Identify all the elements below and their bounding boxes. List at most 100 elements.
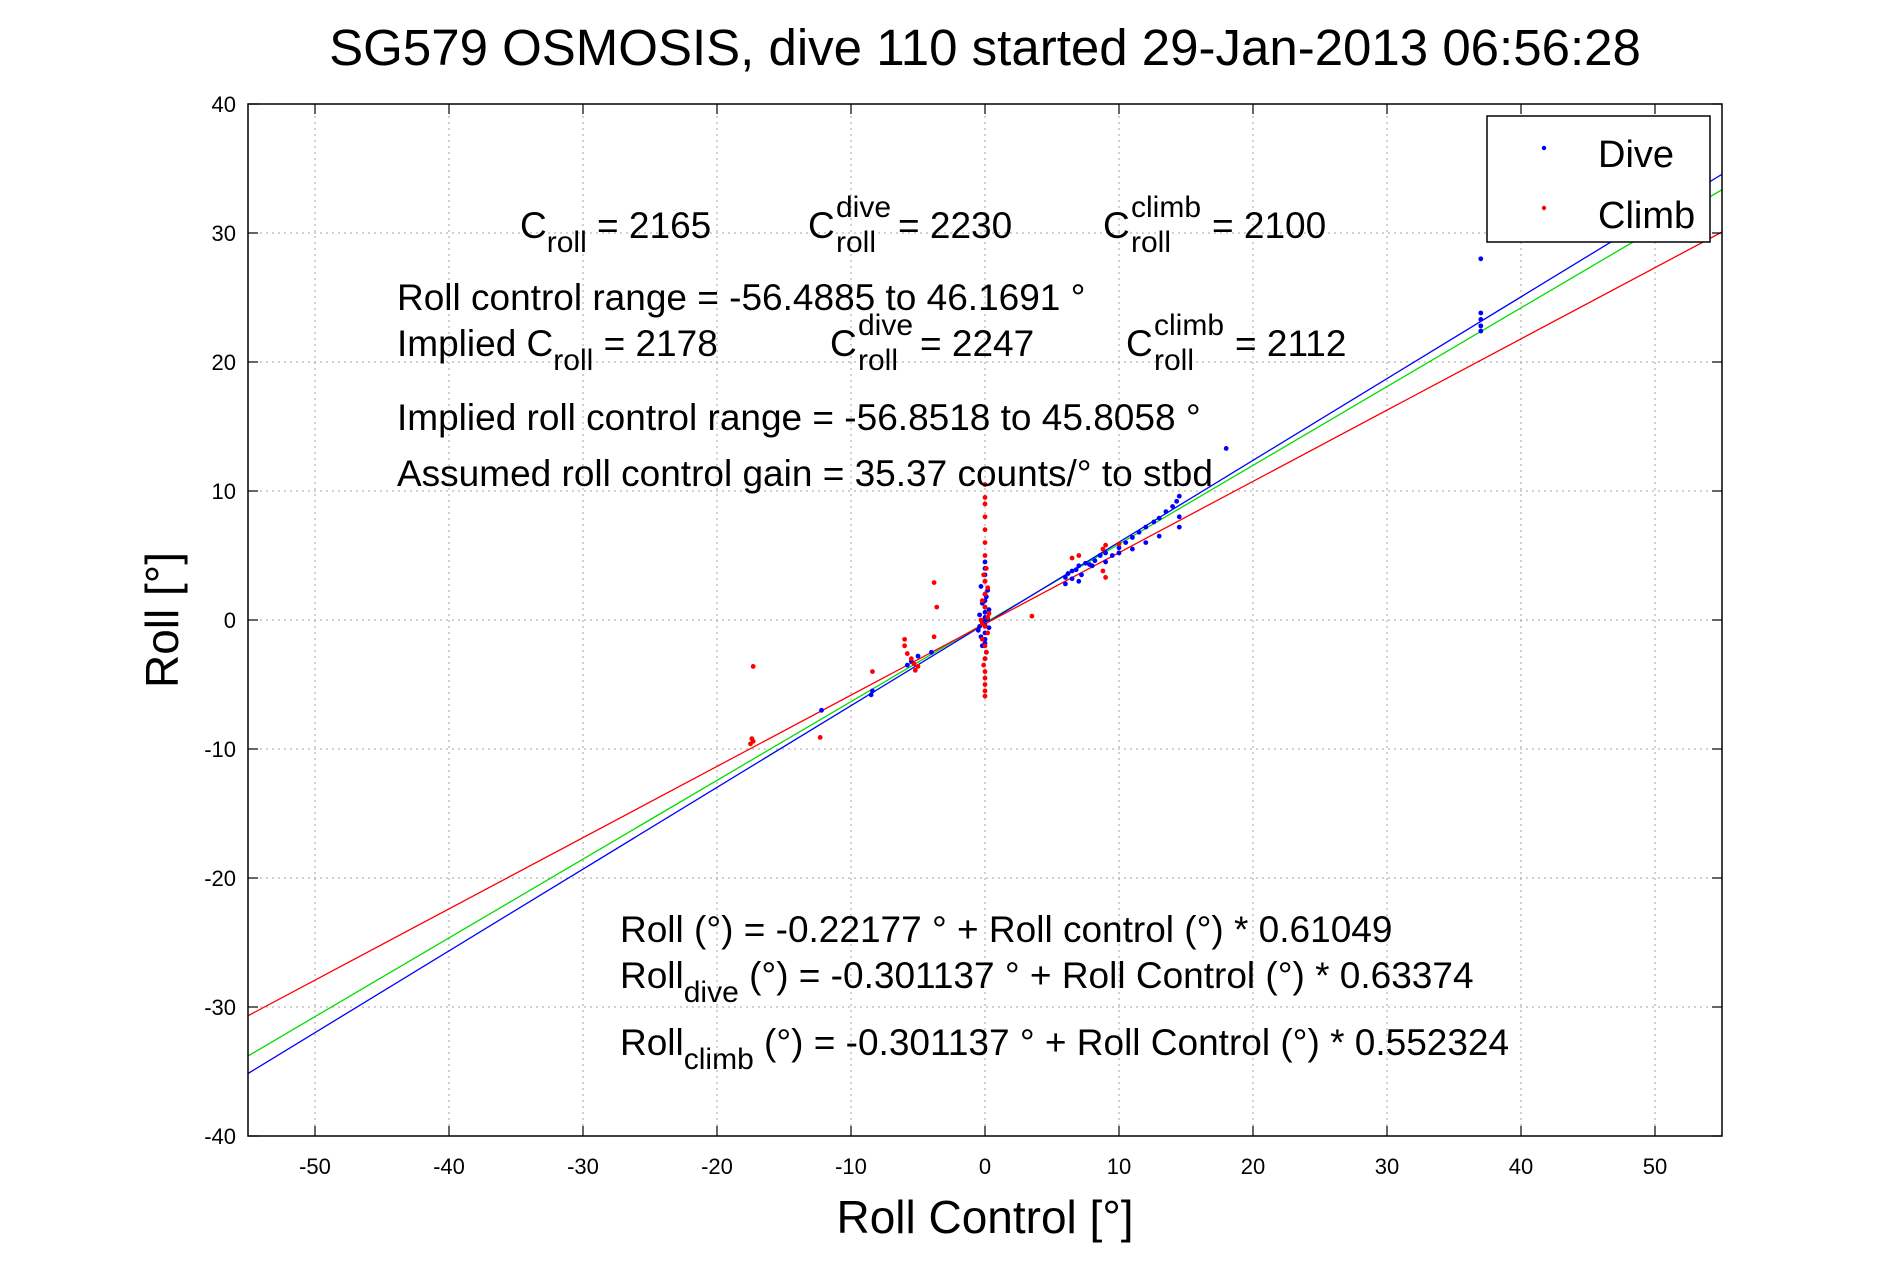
climb-point	[908, 656, 914, 662]
dive-point	[1136, 529, 1142, 535]
climb-point	[982, 643, 988, 649]
dive-point	[977, 612, 983, 618]
implied-range-text: Implied roll control range = -56.8518 to…	[397, 397, 1201, 438]
dive-point	[1143, 540, 1149, 545]
climb-point	[870, 669, 875, 674]
climb-point	[985, 630, 991, 636]
climb-point	[985, 615, 991, 620]
dive-point	[1063, 581, 1068, 587]
dive-point	[1109, 553, 1115, 558]
dive-point	[870, 688, 875, 694]
c-roll-climb-sup: climb	[1131, 191, 1201, 224]
dive-point	[1076, 563, 1082, 569]
x-tick-label: 50	[1643, 1154, 1667, 1179]
c-roll-dive-sub: roll	[836, 226, 876, 259]
dive-point	[1103, 559, 1108, 565]
dive-point	[1130, 546, 1135, 552]
implied-c-roll-annotation: Implied Croll = 2178	[397, 323, 718, 377]
dive-point	[1130, 535, 1135, 540]
implied-c-roll-climb-value: = 2112	[1235, 323, 1346, 364]
y-tick-label: 40	[212, 92, 236, 117]
data-points	[748, 256, 1484, 747]
climb-point	[982, 688, 988, 694]
gain-text: Assumed roll control gain = 35.37 counts…	[397, 453, 1213, 494]
x-axis-label: Roll Control [°]	[836, 1191, 1133, 1243]
dive-point	[1223, 446, 1229, 451]
dive-point	[1063, 575, 1068, 580]
dive-point	[1478, 310, 1484, 316]
dive-point	[1176, 524, 1182, 530]
climb-point	[983, 649, 989, 655]
climb-point	[748, 741, 753, 747]
climb-point	[912, 667, 918, 673]
climb-point	[982, 501, 988, 507]
x-tick-label: 40	[1509, 1154, 1533, 1179]
climb-point	[1100, 546, 1106, 552]
fit-equation-climb: Rollclimb (°) = -0.301137 ° + Roll Contr…	[620, 1022, 1509, 1076]
fit-equation-dive: Rolldive (°) = -0.301137 ° + Roll Contro…	[620, 955, 1474, 1009]
c-roll-climb-sub: roll	[1131, 226, 1171, 259]
y-tick-label: 10	[212, 479, 236, 504]
climb-point	[982, 527, 988, 533]
dive-point	[819, 707, 824, 713]
implied-c-roll-dive-value: = 2247	[920, 323, 1034, 364]
dive-point	[982, 609, 988, 615]
dive-point	[1092, 558, 1098, 564]
axis-ticks	[248, 103, 1722, 1137]
x-tick-label: 10	[1107, 1154, 1131, 1179]
y-tick-label: 0	[224, 608, 236, 633]
dive-point	[1174, 498, 1180, 504]
dive-point	[929, 649, 934, 655]
climb-point	[1103, 575, 1108, 580]
dive-point	[1065, 571, 1071, 576]
dive-point	[1478, 328, 1484, 334]
climb-point	[986, 611, 992, 616]
dive-point	[1116, 545, 1122, 551]
y-tick-label: 30	[212, 221, 236, 246]
y-tick-label: -10	[204, 737, 236, 762]
c-roll-dive-value: = 2230	[898, 205, 1012, 246]
dive-point	[1478, 323, 1484, 329]
climb-point	[982, 514, 988, 520]
climb-point	[902, 636, 907, 642]
climb-point	[982, 675, 988, 681]
dive-point	[1478, 256, 1484, 262]
dive-point	[1156, 533, 1162, 539]
climb-point	[1076, 553, 1082, 558]
climb-point	[979, 636, 985, 642]
dive-point	[1116, 550, 1122, 556]
climb-point	[982, 482, 988, 487]
dive-point	[1478, 317, 1484, 322]
dive-point	[1083, 560, 1088, 566]
c-roll-climb-annotation: C	[1103, 205, 1130, 246]
dive-point	[1123, 540, 1129, 545]
dive-point	[1163, 509, 1169, 515]
climb-point	[982, 578, 988, 584]
climb-point	[983, 566, 989, 571]
climb-point	[979, 598, 985, 604]
climb-point	[981, 572, 987, 578]
dive-point	[1103, 550, 1108, 556]
legend-box	[1486, 115, 1711, 243]
annotations: Croll = 2165 C dive roll = 2230 C climb …	[397, 191, 1509, 1076]
climb-point	[915, 664, 921, 669]
climb-point	[902, 643, 907, 649]
x-tick-label: -40	[433, 1154, 465, 1179]
dive-point	[978, 584, 984, 589]
implied-c-roll-climb-sub: roll	[1154, 344, 1194, 377]
x-tick-label: -50	[299, 1154, 331, 1179]
x-tick-label: 30	[1375, 1154, 1399, 1179]
legend-climb-label: Climb	[1598, 195, 1695, 237]
x-tick-label: -10	[835, 1154, 867, 1179]
fit-equation-all: Roll (°) = -0.22177 ° + Roll control (°)…	[620, 909, 1392, 950]
dive-point	[1097, 553, 1103, 558]
dive-point	[982, 559, 988, 565]
c-roll-dive-annotation: C	[808, 205, 835, 246]
dive-point	[1079, 572, 1084, 578]
dive-point	[868, 692, 874, 698]
dive-point	[1156, 515, 1162, 521]
grid	[248, 103, 1722, 1137]
climb-point	[982, 495, 988, 500]
climb-point	[979, 621, 985, 627]
